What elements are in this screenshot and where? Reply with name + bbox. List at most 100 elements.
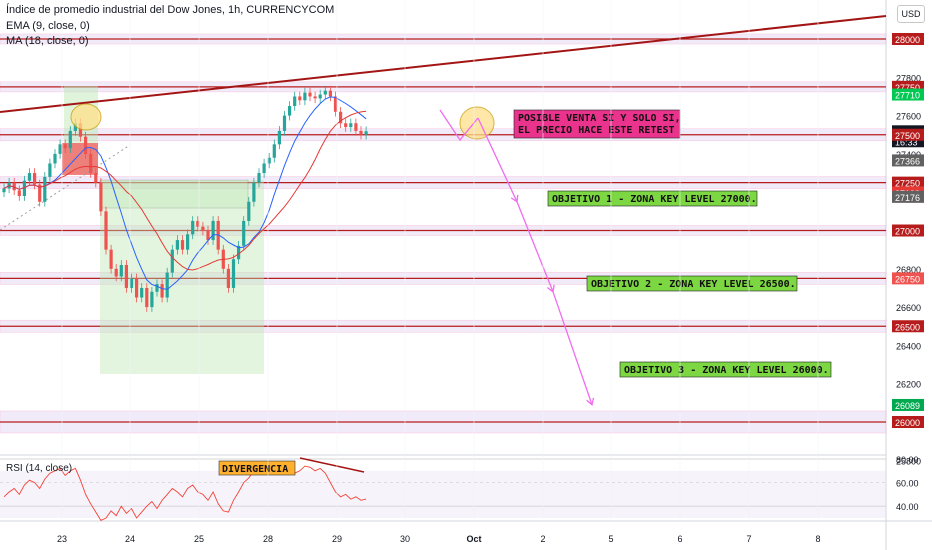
candle-body — [211, 220, 215, 241]
time-tick: 29 — [332, 534, 342, 544]
candle-body — [12, 182, 16, 191]
price-tick: 25800 — [896, 456, 921, 466]
candle-body — [38, 184, 42, 202]
candle-body — [318, 94, 322, 99]
annotation-box — [586, 275, 798, 292]
price-badge-text: 26000 — [895, 418, 920, 428]
candle-body — [89, 153, 93, 174]
ma-legend[interactable]: MA (18, close, 0) — [6, 35, 89, 47]
candle-body — [272, 144, 276, 158]
time-tick: 23 — [57, 534, 67, 544]
candle-body — [150, 291, 154, 308]
price-badge — [892, 416, 924, 428]
candle-body — [191, 220, 195, 235]
time-tick: 24 — [125, 534, 135, 544]
price-badge-text: 28000 — [895, 35, 920, 45]
price-badge — [892, 320, 924, 333]
candle-body — [99, 182, 103, 212]
candle-body — [333, 96, 338, 112]
chart-title: Índice de promedio industrial del Dow Jo… — [6, 4, 335, 16]
candle-body — [2, 188, 6, 193]
price-axis[interactable]: 2800027800276002740027200270002680026600… — [892, 33, 924, 466]
candle-body — [27, 173, 32, 181]
projection-arrow — [552, 291, 593, 405]
price-badge — [892, 272, 924, 285]
candle-body — [288, 106, 292, 116]
candle-body — [78, 123, 83, 137]
rsi-tick: 40.00 — [896, 502, 919, 512]
projection-arrow — [477, 117, 518, 203]
price-tick: 26600 — [896, 303, 921, 313]
time-tick: Oct — [466, 534, 481, 544]
candle-body — [48, 163, 52, 177]
retest-circle — [70, 103, 102, 131]
candle-body — [349, 123, 353, 128]
price-badge-text: 27000 — [895, 227, 920, 237]
candle-body — [73, 123, 77, 131]
candle-body — [165, 272, 169, 298]
price-badge-text: 26750 — [895, 274, 920, 284]
candle-body — [344, 123, 348, 128]
candle-body — [17, 190, 21, 197]
currency-button[interactable]: USD — [897, 5, 925, 23]
candle-body — [124, 264, 128, 288]
candle-body — [354, 123, 358, 131]
price-tick: 26800 — [896, 265, 921, 275]
candle-body — [237, 245, 241, 260]
candle-body — [43, 176, 47, 202]
price-badge-text: 16:33 — [895, 137, 918, 147]
time-tick: 30 — [400, 534, 410, 544]
candle-body — [129, 278, 134, 288]
candle-body — [109, 249, 113, 269]
rsi-legend[interactable]: RSI (14, close) — [6, 463, 73, 474]
annotation-text: OBJETIVO 1 - ZONA KEY LEVEL 27000. — [552, 194, 757, 205]
candle-body — [145, 287, 149, 308]
time-axis[interactable]: 23 24 25 28 29 30 Oct 2 5 6 7 8 — [57, 0, 821, 544]
candle-body — [282, 115, 287, 131]
ema-line — [3, 96, 367, 290]
candle-body — [94, 173, 98, 183]
candle-body — [22, 180, 26, 197]
candle-body — [206, 230, 210, 241]
price-badge — [892, 176, 924, 189]
candle-body — [313, 96, 317, 99]
annotation-box — [547, 190, 758, 207]
candle-body — [63, 144, 67, 149]
annotation-box — [619, 361, 832, 378]
candle-body — [328, 90, 332, 97]
moving-average-lines — [3, 96, 367, 290]
candle-body — [160, 284, 164, 298]
annotation-text: OBJETIVO 3 - ZONA KEY LEVEL 26000. — [624, 365, 829, 376]
candle-body — [293, 96, 297, 107]
time-tick: 7 — [746, 534, 751, 544]
price-badge-text: 27750 — [895, 83, 920, 93]
rsi-line — [3, 460, 367, 521]
ma-line — [3, 110, 367, 271]
price-badge-text: 27176 — [895, 193, 920, 203]
price-tick: 27800 — [896, 73, 921, 83]
candle-body — [114, 268, 118, 277]
ema-legend[interactable]: EMA (9, close, 0) — [6, 20, 90, 32]
price-tick: 27600 — [896, 112, 921, 122]
trendline-line — [0, 15, 887, 113]
rsi-tick: 60.00 — [896, 479, 919, 489]
candle-body — [257, 173, 261, 183]
candle-body — [226, 268, 230, 288]
key-level-lines — [0, 38, 886, 423]
price-badge — [892, 88, 924, 101]
candle-body — [58, 144, 62, 154]
candle-body — [339, 111, 343, 124]
candle-body — [242, 220, 246, 246]
time-tick: 2 — [540, 534, 545, 544]
time-tick: 28 — [263, 534, 273, 544]
candle-body — [231, 259, 236, 288]
projection-arrow — [439, 109, 479, 142]
price-badge-text: 27710 — [895, 91, 920, 101]
candle-body — [359, 130, 363, 135]
candle-body — [180, 240, 185, 250]
candle-body — [298, 96, 302, 101]
projection-arrow — [516, 201, 554, 293]
candle-body — [201, 226, 205, 231]
time-tick: 8 — [815, 534, 820, 544]
